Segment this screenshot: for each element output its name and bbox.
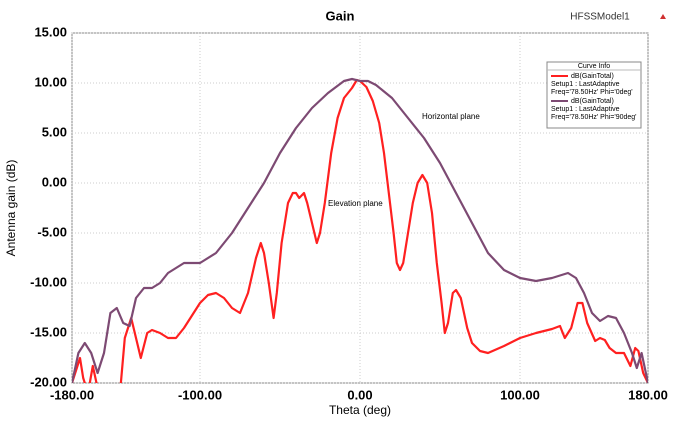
- y-tick-label: 10.00: [34, 74, 67, 89]
- legend-setup: Setup1 : LastAdaptive: [551, 81, 620, 88]
- y-tick-label: 0.00: [42, 174, 67, 189]
- y-axis-label: Antenna gain (dB): [4, 160, 18, 257]
- model-name: HFSSModel1: [570, 12, 630, 23]
- lines: [72, 77, 648, 383]
- legend: Curve Info dB(GainTotal)Setup1 : LastAda…: [546, 61, 642, 129]
- series-line: [72, 77, 648, 383]
- annotation: Elevation plane: [328, 199, 383, 208]
- legend-box: [546, 61, 642, 129]
- annotation: Horizontal plane: [422, 112, 480, 121]
- y-tick-label: 15.00: [34, 24, 67, 39]
- legend-name: dB(GainTotal): [571, 73, 614, 80]
- y-tick-label: -10.00: [30, 274, 67, 289]
- y-tick-label: -5.00: [37, 224, 67, 239]
- legend-name: dB(GainTotal): [571, 98, 614, 105]
- legend-params: Freq='78.50Hz' Phi='0deg': [551, 89, 633, 96]
- x-tick-label: 100.00: [500, 387, 540, 402]
- y-tick-label: -15.00: [30, 324, 67, 339]
- chart-title: Gain: [326, 8, 355, 23]
- x-tick-label: -100.00: [178, 387, 222, 402]
- x-axis-label: Theta (deg): [329, 403, 391, 417]
- model-icon: [660, 14, 666, 19]
- legend-title: Curve Info: [578, 63, 610, 70]
- x-tick-label: 0.00: [347, 387, 372, 402]
- y-tick-label: 5.00: [42, 124, 67, 139]
- y-tick-label: -20.00: [30, 374, 67, 389]
- legend-params: Freq='78.50Hz' Phi='90deg': [551, 114, 637, 121]
- x-tick-label: -180.00: [50, 387, 94, 402]
- x-tick-label: 180.00: [628, 387, 668, 402]
- legend-setup: Setup1 : LastAdaptive: [551, 106, 620, 113]
